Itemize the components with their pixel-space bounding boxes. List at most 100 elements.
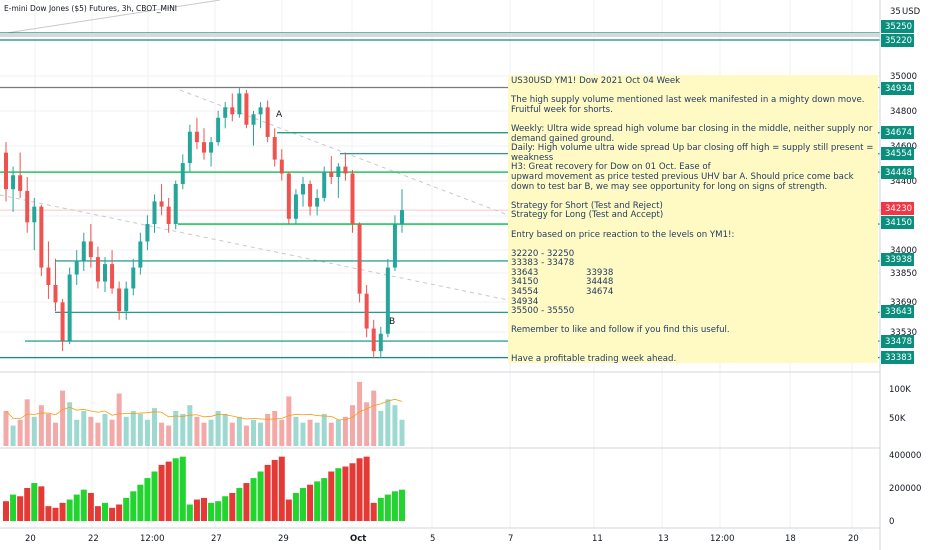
trend-line-upper[interactable]: [179, 89, 509, 216]
volume-bar: [10, 425, 16, 446]
oscillator-bar: [349, 463, 356, 521]
oscillator-bar: [363, 456, 370, 521]
oscillator-bar: [236, 488, 243, 521]
oscillator-bar: [208, 502, 215, 521]
candle-body: [180, 163, 185, 184]
candle-body: [187, 131, 192, 164]
chart-title: E-mini Dow Jones ($5) Futures, 3h, CBOT_…: [4, 4, 178, 13]
candle-body: [209, 142, 214, 153]
note-title: US30USD YM1! Dow 2021 Oct 04 Week: [511, 76, 681, 86]
volume-bar: [95, 422, 101, 446]
candle-body: [138, 241, 143, 268]
volume-bar: [3, 411, 9, 446]
volume-bar: [286, 396, 292, 446]
annotation-note[interactable]: US30USD YM1! Dow 2021 Oct 04 Week The hi…: [508, 75, 878, 365]
oscillator-bar: [222, 496, 229, 521]
bar-label-a: A: [276, 110, 283, 120]
volume-bar: [53, 422, 58, 446]
oscillator-tick-label: 200000: [889, 484, 921, 494]
volume-bar: [251, 419, 256, 446]
trend-line-lower[interactable]: [0, 194, 509, 301]
time-tick-label: 13: [658, 534, 669, 544]
candle-body: [392, 224, 397, 268]
time-tick-label: 18: [785, 534, 796, 544]
volume-bar: [74, 419, 80, 446]
price-badge-label: 35250: [885, 22, 912, 32]
oscillator-bar: [87, 492, 94, 521]
candle-body: [11, 175, 16, 190]
price-badge: [881, 202, 914, 215]
volume-bar: [45, 413, 51, 446]
candle-body: [336, 166, 341, 178]
oscillator-bar: [109, 507, 116, 521]
oscillator-bar: [66, 499, 73, 521]
oscillator-tick-label: 0: [889, 517, 894, 527]
oscillator-bar: [250, 478, 257, 521]
price-badge: [881, 34, 914, 47]
volume-bar: [31, 416, 37, 446]
candle-body: [32, 206, 37, 223]
volume-bar: [166, 425, 172, 446]
top-trend-line[interactable]: [0, 0, 221, 35]
oscillator-tick-label: 400000: [889, 451, 921, 461]
note-text: Have a profitable trading week ahead.: [511, 354, 677, 365]
candle-body: [145, 224, 150, 242]
price-badge: [881, 166, 914, 179]
candle-body: [272, 136, 277, 160]
note-level: 34674: [586, 287, 614, 298]
candle-body: [173, 183, 178, 225]
volume-bar: [385, 399, 391, 446]
oscillator-bar: [300, 488, 306, 521]
volume-tick-label: 100K: [889, 385, 911, 395]
note-text: Entry based on price reaction to the lev…: [511, 229, 735, 240]
volume-bar: [399, 419, 405, 446]
oscillator-bar: [292, 492, 299, 521]
candle-body: [131, 267, 136, 289]
note-text: Fruitful week for shorts.: [511, 104, 613, 115]
candle-body: [74, 260, 79, 275]
candle-body: [322, 171, 327, 198]
time-tick-label: 7: [508, 534, 513, 544]
volume-bar: [81, 411, 87, 446]
volume-bar: [201, 422, 207, 446]
note-level: 34934: [511, 296, 539, 307]
candle-body: [103, 264, 107, 282]
candle-body: [39, 206, 44, 268]
candle-body: [293, 194, 298, 219]
oscillator-bar: [94, 506, 101, 521]
candle-body: [279, 159, 284, 174]
time-tick-label: 11: [592, 534, 603, 544]
oscillator-bar: [179, 456, 186, 521]
volume-tick-label: 50K: [889, 414, 906, 424]
note-text: Daily: High volume ultra wide spread Up …: [511, 143, 877, 163]
volume-bar: [123, 416, 129, 446]
oscillator-bar: [328, 471, 335, 521]
candle-body: [223, 107, 228, 118]
oscillator-bar: [243, 483, 250, 521]
volume-bar: [258, 422, 264, 446]
note-text: Weekly: Ultra wide spread high volume ba…: [511, 123, 876, 144]
oscillator-bar: [80, 489, 87, 521]
candle-body: [371, 328, 376, 352]
volume-bar: [328, 422, 334, 446]
oscillator-bar: [165, 461, 172, 521]
price-badge: [881, 82, 914, 95]
time-tick-label: 27: [211, 534, 222, 544]
volume-bar: [60, 390, 66, 446]
top-band: [0, 33, 880, 37]
oscillator-bar: [257, 471, 264, 521]
candle-body: [308, 183, 313, 207]
oscillator-bar: [193, 499, 200, 521]
candle-body: [159, 201, 164, 207]
price-badge: [881, 216, 914, 229]
price-tick-label: 34800: [890, 107, 917, 117]
volume-bar: [116, 393, 122, 446]
candle-body: [265, 107, 270, 137]
oscillator-bar: [52, 507, 59, 521]
oscillator-bar: [229, 492, 236, 521]
volume-bar: [265, 413, 271, 446]
volume-bar: [293, 416, 299, 446]
volume-bar: [102, 413, 108, 446]
candle-body: [25, 190, 30, 223]
note-text: upward movement as price tested previous…: [511, 171, 857, 192]
